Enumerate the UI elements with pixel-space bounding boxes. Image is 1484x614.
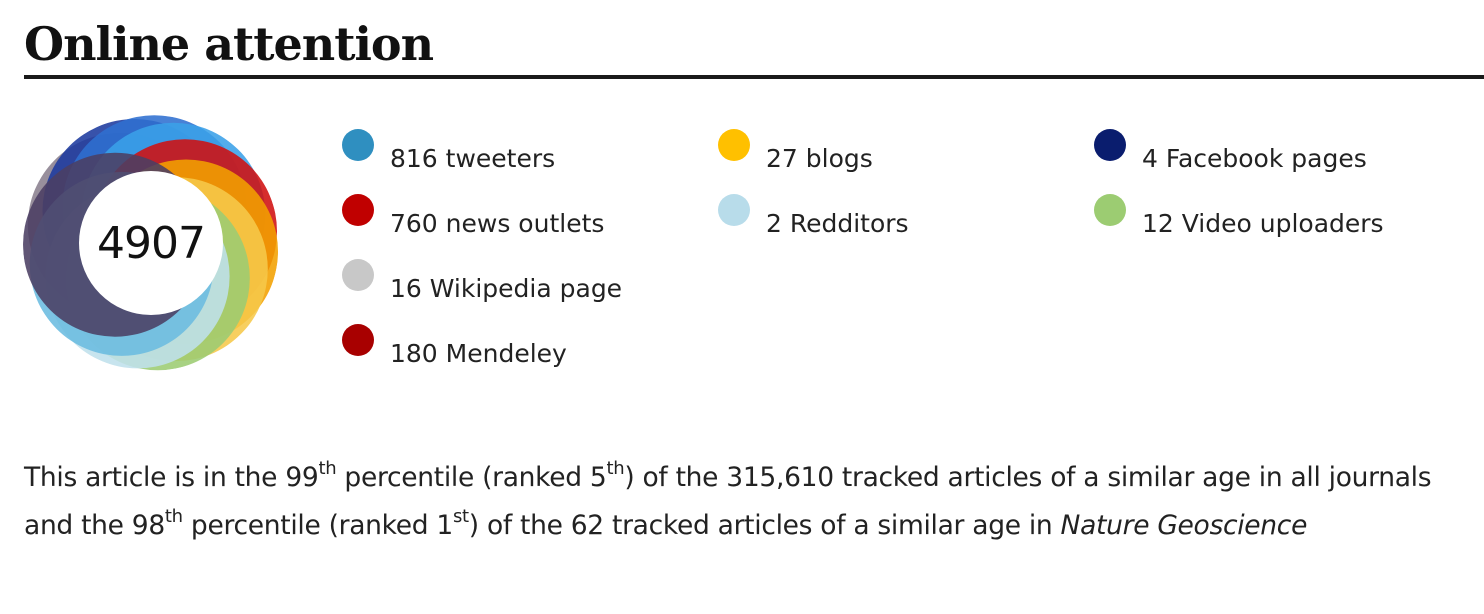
legend-item-news-outlets[interactable]: 760 news outlets xyxy=(342,194,605,238)
legend-label-blogs: 27 blogs xyxy=(766,143,873,173)
legend-label-redditors: 2 Redditors xyxy=(766,208,909,238)
facebook-dot-icon xyxy=(1094,129,1126,161)
attention-score: 4907 xyxy=(97,217,206,269)
altmetric-donut-graphic xyxy=(23,115,278,371)
video-dot-icon xyxy=(1094,194,1126,226)
legend-item-mendeley[interactable]: 180 Mendeley xyxy=(342,324,567,368)
legend-item-redditors[interactable]: 2 Redditors xyxy=(718,194,909,238)
legend-item-tweeters[interactable]: 816 tweeters xyxy=(342,129,556,173)
legend-label-mendeley: 180 Mendeley xyxy=(390,338,567,368)
percentile-summary: This article is in the 99th percentile (… xyxy=(24,458,1432,541)
tweeters-dot-icon xyxy=(342,129,374,161)
redditors-dot-icon xyxy=(718,194,750,226)
legend-label-tweeters: 816 tweeters xyxy=(390,143,556,173)
legend-item-facebook[interactable]: 4 Facebook pages xyxy=(1094,129,1367,173)
blogs-dot-icon xyxy=(718,129,750,161)
altmetric-donut[interactable]: 4907 xyxy=(20,112,282,374)
section-heading: Online attention xyxy=(24,17,434,71)
legend-item-wikipedia[interactable]: 16 Wikipedia page xyxy=(342,259,623,303)
journal-name: Nature Geoscience xyxy=(1060,510,1308,541)
news-outlets-dot-icon xyxy=(342,194,374,226)
mendeley-dot-icon xyxy=(342,324,374,356)
heading-divider xyxy=(24,75,1484,79)
legend-label-news-outlets: 760 news outlets xyxy=(390,208,605,238)
legend-item-blogs[interactable]: 27 blogs xyxy=(718,129,873,173)
legend-label-video: 12 Video uploaders xyxy=(1142,208,1384,238)
legend-label-wikipedia: 16 Wikipedia page xyxy=(390,273,623,303)
legend-label-facebook: 4 Facebook pages xyxy=(1142,143,1367,173)
legend-item-video[interactable]: 12 Video uploaders xyxy=(1094,194,1384,238)
wikipedia-dot-icon xyxy=(342,259,374,291)
